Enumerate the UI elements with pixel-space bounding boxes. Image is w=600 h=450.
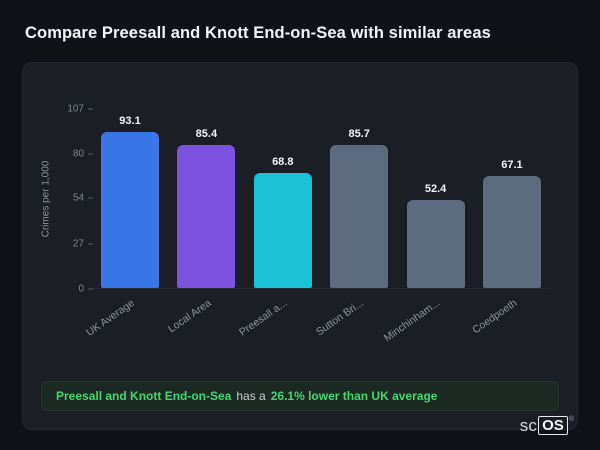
bar-value-label: 85.7	[348, 127, 370, 140]
y-tick-label: 0	[78, 284, 93, 295]
logo-text-os: OS	[538, 416, 568, 435]
y-tick-label: 80	[73, 149, 93, 160]
bar-value-label: 85.4	[195, 128, 218, 141]
bar-column: 67.1 Coedpoeth	[470, 109, 541, 336]
chart-card: Crimes per 1,000 0 27 54 80 107 93.1 UK Avera…	[22, 62, 578, 430]
bar	[177, 145, 236, 288]
bar-value-label: 93.1	[119, 115, 141, 128]
y-tick-label: 107	[67, 104, 93, 115]
bar-column: 93.1 UK Average	[84, 109, 159, 339]
x-axis-label: Preesall a...	[237, 297, 290, 339]
summary-stat: 26.1% lower than UK average	[270, 389, 438, 403]
logo-text-sc: sc	[519, 416, 538, 435]
bar	[101, 132, 159, 288]
summary-connector: has a	[236, 389, 266, 403]
x-axis-label: Coedpoeth	[469, 297, 519, 337]
y-tick-label: 27	[73, 238, 93, 249]
bar-value-label: 68.8	[272, 155, 294, 168]
y-axis-ticks: 0 27 54 80 107	[55, 104, 93, 295]
bar-value-label: 52.4	[424, 183, 447, 196]
y-axis-label-wrap: Crimes per 1,000	[37, 109, 55, 289]
page-title: Compare Preesall and Knott End-on-Sea wi…	[25, 24, 491, 42]
bar	[253, 172, 312, 288]
bar-column: 68.8 Preesall a...	[237, 109, 312, 339]
scos-logo: sc OS ®	[520, 416, 574, 436]
bar-column: 85.4 Local Area	[166, 109, 236, 335]
bar	[330, 144, 389, 288]
y-tick-label: 54	[73, 193, 93, 204]
bar-value-label: 67.1	[501, 158, 523, 171]
summary-strip: Preesall and Knott End-on-Sea has a 26.1…	[41, 381, 559, 411]
bar-column: 85.7 Sutton Bri...	[314, 109, 389, 338]
x-axis-label: UK Average	[84, 297, 137, 339]
x-axis-label: Sutton Bri...	[314, 297, 367, 339]
bar	[482, 175, 541, 288]
registered-trademark-icon: ®	[568, 416, 574, 423]
x-axis-label: Minchinham...	[382, 297, 443, 345]
bar-column: 52.4 Minchinham...	[382, 109, 465, 344]
summary-area-name: Preesall and Knott End-on-Sea	[56, 389, 232, 403]
bar-chart: Crimes per 1,000 0 27 54 80 107 93.1 UK Avera…	[37, 104, 549, 344]
bar	[406, 200, 465, 288]
plot-area: 93.1 UK Average 85.4 Local Area 68.8 Preesall…	[84, 109, 549, 344]
y-axis-label: Crimes per 1,000	[40, 160, 52, 238]
x-axis-label: Local Area	[165, 297, 214, 336]
